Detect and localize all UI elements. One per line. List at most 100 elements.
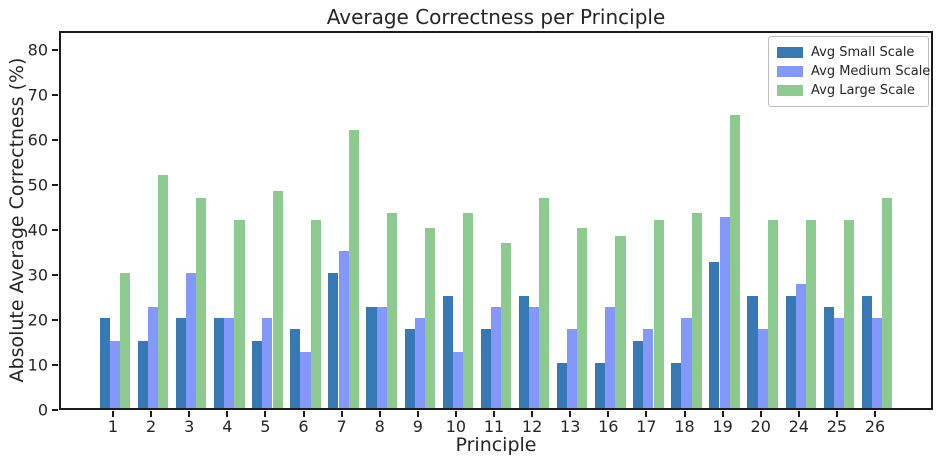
legend-label: Avg Small Scale [811,45,915,60]
x-tick-mark [226,411,229,417]
bar-avg-small-scale-p1 [99,318,110,408]
bar-avg-large-scale-p5 [272,190,283,408]
bar-avg-small-scale-p6 [290,329,301,408]
legend-item: Avg Small Scale [777,43,920,62]
bar-avg-medium-scale-p17 [643,329,654,408]
x-tick-label: 5 [260,417,271,436]
x-tick-mark [188,411,191,417]
x-tick-mark [531,411,534,417]
y-tick-label: 30 [27,265,48,285]
x-tick-mark [416,411,419,417]
bar-avg-large-scale-p4 [234,220,245,408]
bar-avg-medium-scale-p7 [338,250,349,408]
y-tick-label: 80 [27,40,48,60]
bar-avg-medium-scale-p10 [452,351,463,408]
bar-avg-medium-scale-p11 [490,306,502,408]
bar-avg-medium-scale-p24 [795,284,806,408]
x-tick-mark [378,411,381,417]
bar-avg-large-scale-p11 [501,242,512,408]
x-tick-mark [759,411,762,417]
legend: Avg Small Scale Avg Medium Scale Avg Large… [768,36,930,107]
bar-avg-small-scale-p11 [480,329,491,408]
bar-avg-medium-scale-p2 [148,306,159,408]
bar-avg-small-scale-p19 [709,261,720,408]
bar-avg-large-scale-p25 [844,220,855,408]
bar-avg-medium-scale-p13 [567,329,578,408]
x-tick-mark [721,411,724,417]
bar-avg-large-scale-p12 [539,197,550,408]
y-axis-label: Absolute Average Correctness (%) [6,57,28,383]
bar-avg-small-scale-p9 [404,329,415,408]
bar-avg-large-scale-p16 [615,235,626,408]
y-tick-mark [52,228,58,231]
y-tick-mark [52,138,58,141]
bar-avg-small-scale-p3 [175,318,187,408]
bar-avg-small-scale-p13 [556,363,568,408]
y-tick-label: 40 [27,220,48,240]
legend-swatch-icon [777,66,803,77]
y-tick-label: 0 [37,400,48,420]
legend-item: Avg Medium Scale [777,62,930,81]
x-tick-mark [645,411,648,417]
bar-avg-medium-scale-p9 [414,318,425,408]
x-tick-label: 10 [445,417,467,436]
x-tick-label: 26 [864,417,886,436]
legend-label: Avg Medium Scale [811,64,931,79]
legend-swatch-icon [777,85,803,96]
bar-avg-large-scale-p13 [577,228,588,408]
bar-avg-large-scale-p8 [386,213,397,408]
x-tick-label: 2 [146,417,157,436]
bar-avg-small-scale-p25 [823,306,834,408]
bar-avg-small-scale-p17 [633,340,644,408]
bar-avg-large-scale-p19 [729,115,740,408]
bar-avg-medium-scale-p4 [224,318,235,408]
bar-avg-large-scale-p7 [348,130,359,408]
bar-avg-large-scale-p2 [158,175,169,408]
x-tick-label: 18 [674,417,695,436]
bar-avg-medium-scale-p25 [833,318,844,408]
x-tick-label: 1 [107,417,119,436]
bar-avg-medium-scale-p12 [529,306,540,408]
x-tick-label: 7 [336,417,347,436]
x-tick-label: 12 [521,417,543,436]
bar-avg-medium-scale-p20 [757,329,768,408]
legend-swatch-icon [777,47,803,58]
bar-avg-medium-scale-p6 [300,351,311,408]
bar-avg-small-scale-p5 [252,340,263,408]
bar-avg-large-scale-p26 [882,197,893,408]
y-tick-mark [52,409,58,411]
y-tick-label: 60 [27,130,48,150]
bar-avg-small-scale-p2 [137,340,148,408]
y-tick-mark [52,273,58,276]
bar-avg-large-scale-p6 [310,220,321,408]
bar-avg-medium-scale-p26 [871,318,883,408]
y-tick-mark [52,48,58,51]
chart-title: Average Correctness per Principle [326,5,666,29]
y-tick-mark [52,363,58,366]
legend-label: Avg Large Scale [811,83,915,98]
x-tick-mark [874,411,876,417]
x-tick-label: 3 [184,417,195,436]
x-tick-mark [454,411,457,417]
bar-avg-medium-scale-p19 [719,216,730,408]
bar-avg-large-scale-p18 [691,213,702,408]
bar-avg-large-scale-p3 [196,197,207,408]
x-tick-mark [607,411,610,417]
bar-avg-small-scale-p20 [747,295,758,408]
bar-avg-small-scale-p26 [861,295,872,408]
x-tick-label: 19 [712,417,733,436]
y-tick-label: 70 [27,85,48,105]
bar-avg-small-scale-p24 [785,295,796,408]
x-tick-label: 13 [560,417,581,436]
y-tick-label: 50 [27,175,48,195]
bar-avg-large-scale-p24 [805,220,817,408]
x-tick-mark [112,411,114,417]
bar-avg-medium-scale-p16 [605,306,616,408]
x-tick-label: 16 [598,417,619,436]
x-tick-mark [835,411,838,417]
x-tick-label: 17 [636,417,657,436]
x-tick-mark [340,411,343,417]
bar-avg-large-scale-p20 [767,220,778,408]
bar-avg-small-scale-p8 [366,306,377,408]
